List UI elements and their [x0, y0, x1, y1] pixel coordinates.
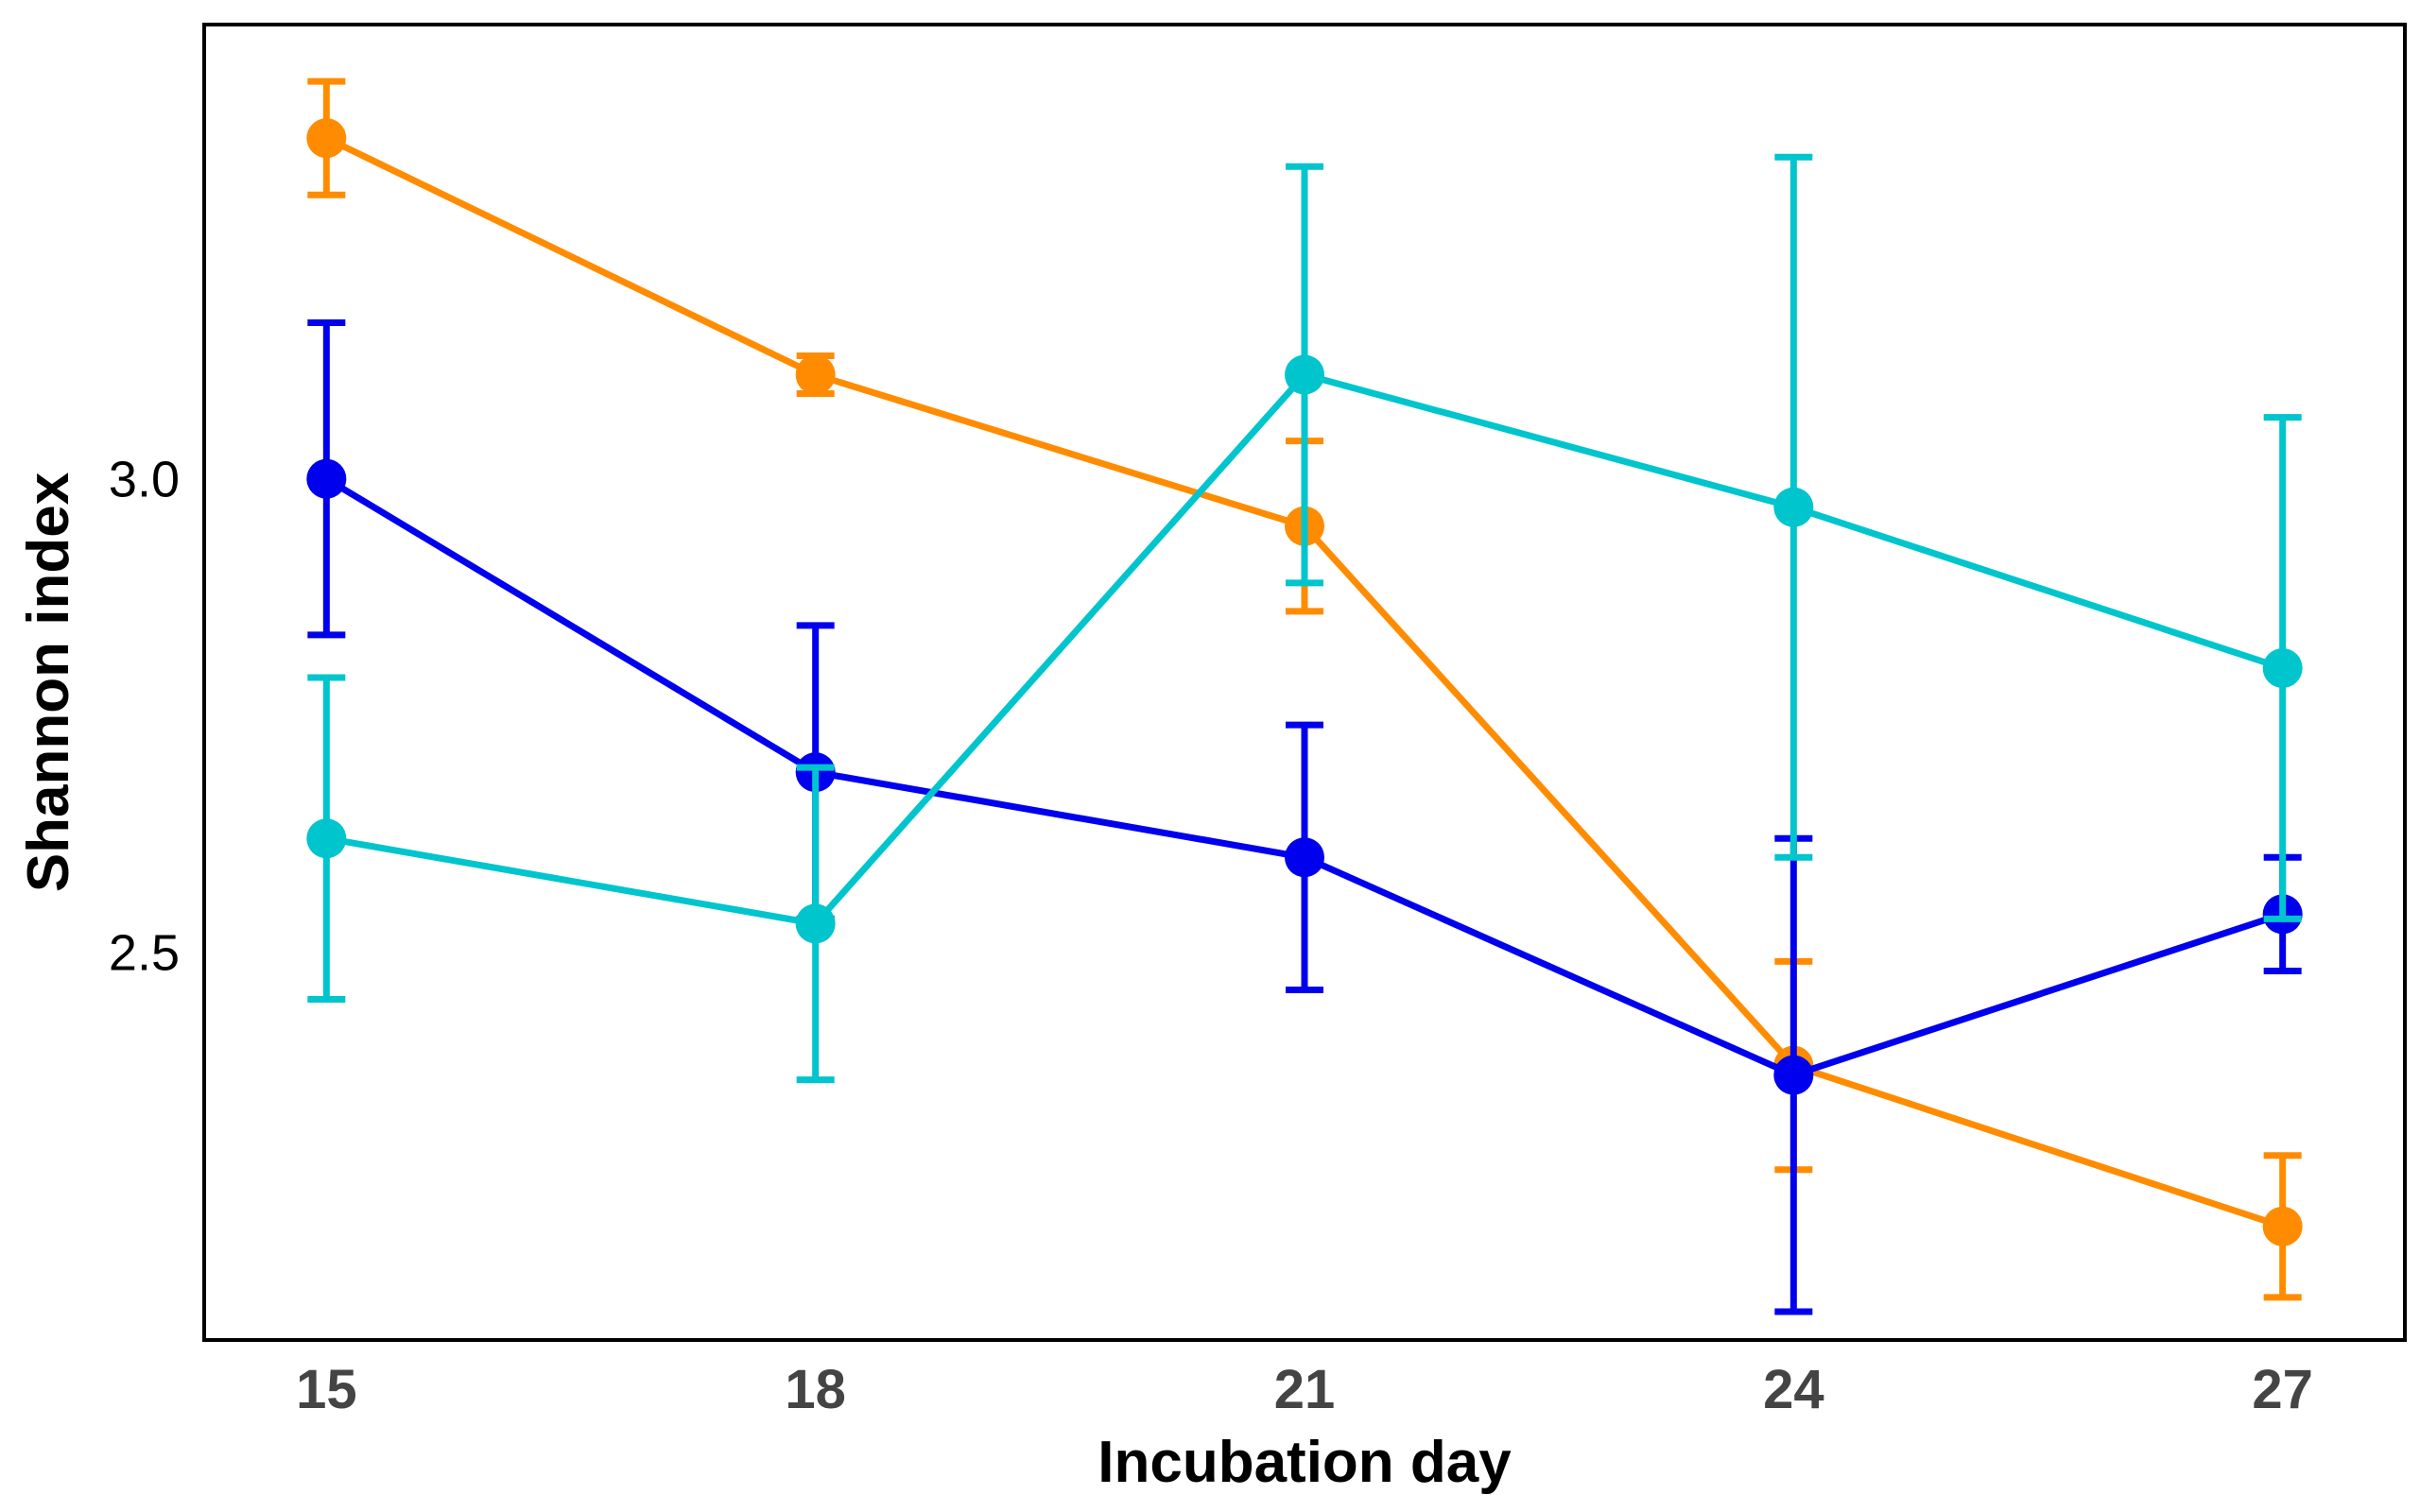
series-3: [306, 153, 2303, 1084]
data-point: [306, 118, 347, 159]
y-tick-label: 3.0: [109, 452, 180, 508]
x-tick-label: 24: [1763, 1359, 1824, 1420]
data-point: [1285, 354, 1324, 395]
x-tick-label: 15: [296, 1359, 357, 1420]
data-point: [306, 458, 347, 499]
x-tick-label: 27: [2252, 1359, 2313, 1420]
data-point: [1773, 1055, 1814, 1095]
series-layer: [306, 77, 2303, 1315]
data-point: [795, 354, 836, 395]
y-axis-title: Shannon index: [16, 472, 81, 892]
data-point: [2262, 1206, 2303, 1246]
data-point: [795, 903, 836, 944]
plot-frame: [202, 23, 2407, 1342]
x-axis-title: Incubation day: [1098, 1430, 1512, 1495]
x-tick-labels: 15 18 21 24 27: [296, 1359, 2313, 1420]
y-tick-label: 2.5: [109, 924, 180, 981]
data-point: [306, 818, 347, 859]
x-tick-label: 18: [785, 1359, 846, 1420]
y-tick-labels: 2.5 3.0: [109, 452, 180, 982]
data-point: [1285, 837, 1324, 878]
data-point: [1773, 487, 1814, 527]
x-tick-label: 21: [1274, 1359, 1336, 1420]
data-point: [2262, 647, 2303, 688]
